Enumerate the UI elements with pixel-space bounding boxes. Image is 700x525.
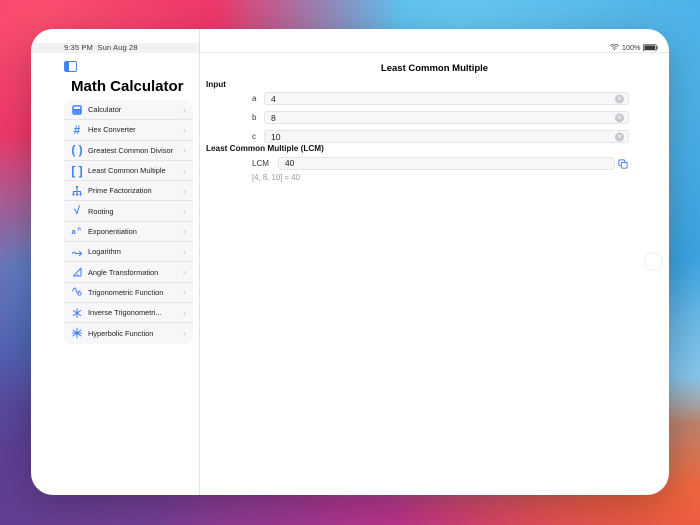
svg-text:a: a [72,227,77,236]
svg-text:n: n [78,227,82,233]
